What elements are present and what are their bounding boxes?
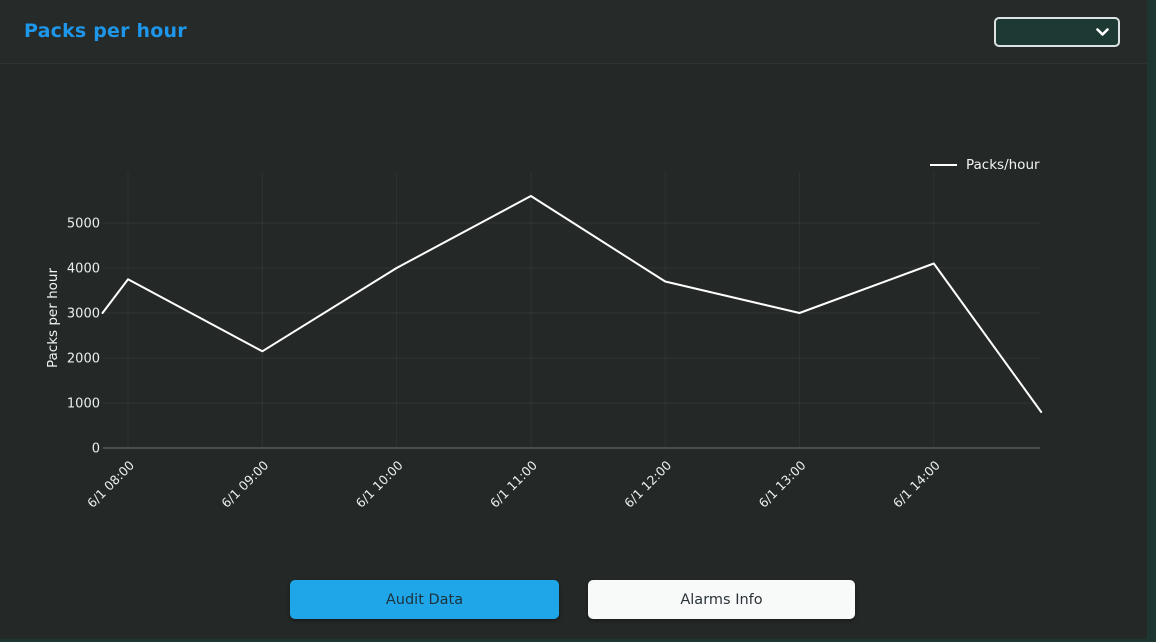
svg-text:2000: 2000 bbox=[67, 352, 100, 367]
svg-text:4000: 4000 bbox=[67, 262, 100, 277]
svg-text:6/1 12:00: 6/1 12:00 bbox=[621, 457, 674, 510]
svg-text:3000: 3000 bbox=[67, 307, 100, 322]
svg-text:6/1 08:00: 6/1 08:00 bbox=[84, 457, 137, 510]
svg-text:6/1 13:00: 6/1 13:00 bbox=[755, 457, 808, 510]
page-title: Packs per hour bbox=[24, 20, 187, 42]
alarms-info-button[interactable]: Alarms Info bbox=[588, 580, 855, 619]
chevron-down-icon bbox=[1096, 27, 1109, 36]
svg-text:6/1 11:00: 6/1 11:00 bbox=[487, 457, 540, 510]
svg-text:6/1 10:00: 6/1 10:00 bbox=[353, 457, 406, 510]
bottom-edge-strip bbox=[0, 639, 1156, 642]
svg-text:1000: 1000 bbox=[67, 397, 100, 412]
svg-text:0: 0 bbox=[92, 442, 100, 457]
time-range-select[interactable] bbox=[994, 17, 1120, 47]
packs-per-hour-chart: 0 1000 2000 3000 4000 5000 6/1 08:00 6/1 09:00 6… bbox=[45, 172, 1043, 511]
svg-text:Packs per hour: Packs per hour bbox=[45, 268, 61, 368]
svg-text:5000: 5000 bbox=[67, 217, 100, 232]
legend-packs-per-hour[interactable]: Packs/hour bbox=[930, 157, 1040, 173]
svg-text:6/1 09:00: 6/1 09:00 bbox=[218, 457, 271, 510]
right-edge-strip bbox=[1147, 0, 1156, 642]
legend-label: Packs/hour bbox=[966, 157, 1040, 173]
svg-text:6/1 14:00: 6/1 14:00 bbox=[890, 457, 943, 510]
legend-line-icon bbox=[930, 164, 957, 166]
audit-data-button[interactable]: Audit Data bbox=[290, 580, 559, 619]
page-header: Packs per hour bbox=[0, 0, 1147, 64]
